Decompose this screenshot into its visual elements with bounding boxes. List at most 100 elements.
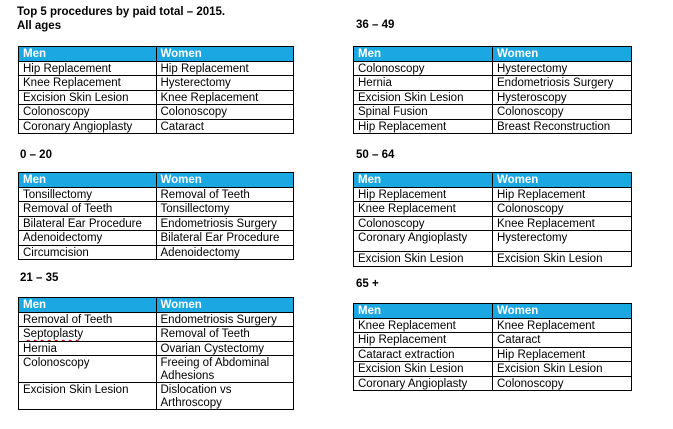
procedure-name: Excision Skin Lesion [358, 253, 464, 265]
page-title: Top 5 procedures by paid total – 2015. [17, 6, 226, 18]
age-group-label-21-35: 21 – 35 [20, 272, 59, 284]
procedure-name: Knee Replacement [497, 319, 595, 332]
procedure-name: Hip Replacement [497, 188, 586, 201]
procedure-name: Cataract [160, 120, 204, 133]
table-body: Tonsillectomy Removal of Teeth Removal of … [18, 186, 294, 260]
procedure-name: Hip Replacement [160, 62, 249, 75]
procedure-name: Hysteroscopy [497, 91, 567, 104]
procedure-name: Removal of Teeth [160, 328, 250, 340]
men-procedure-cell: Colonoscopy [353, 215, 493, 231]
table-body: Hip Replacement Hip Replacement Knee Repla… [18, 60, 294, 134]
women-procedure-cell: Knee Replacement [492, 215, 632, 231]
procedure-name: Bilateral Ear Procedure [23, 217, 142, 230]
men-procedure-cell: Removal of Teeth [18, 201, 157, 217]
procedure-name: Removal of Teeth [23, 203, 113, 215]
women-procedure-cell: Endometriosis Surgery [155, 215, 294, 231]
men-procedure-cell: Hip Replacement [353, 332, 493, 348]
men-procedure-cell: Excision Skin Lesion [353, 251, 493, 267]
procedure-name: Colonoscopy [497, 203, 564, 215]
procedure-name: Knee Replacement [358, 319, 456, 332]
women-column-header: Women [492, 303, 632, 319]
men-procedure-cell: Spinal Fusion [353, 104, 493, 120]
procedure-name: Excision Skin Lesion [358, 91, 464, 104]
women-procedure-cell: Hip Replacement [492, 186, 632, 202]
procedure-name: Coronary Angioplasty [358, 232, 468, 244]
table-row: Bilateral Ear Procedure Endometriosis Sur… [18, 215, 294, 231]
procedure-name: Hernia [23, 342, 57, 355]
procedure-name: Tonsillectomy [160, 203, 230, 215]
men-procedure-cell: Colonoscopy [353, 60, 493, 76]
men-procedure-cell: Hernia [353, 75, 493, 91]
women-procedure-cell: Adenoidectomy [155, 244, 294, 260]
table-row: Knee Replacement Hysterectomy [18, 75, 294, 91]
age-group-label-36-49: 36 – 49 [356, 19, 395, 31]
procedures-table-36-49: Men Women Colonoscopy Hysterectomy Hernia E… [353, 46, 632, 134]
women-procedure-cell: Freeing of Abdominal Adhesions [155, 355, 294, 383]
procedure-name: Septoplasty [23, 328, 84, 340]
procedure-name: Colonoscopy [497, 106, 564, 118]
procedure-name: Hernia [358, 77, 392, 89]
women-procedure-cell: Removal of Teeth [155, 326, 294, 342]
women-column-header: Women [155, 46, 294, 62]
procedure-name: Colonoscopy [358, 217, 425, 230]
women-procedure-cell: Colonoscopy [492, 375, 632, 391]
procedure-name: Spinal Fusion [358, 106, 428, 118]
table-row: Hernia Endometriosis Surgery [353, 75, 632, 91]
procedure-name: Adenoidectomy [160, 246, 240, 259]
men-column-header: Men [18, 172, 157, 188]
procedures-table-50-64: Men Women Hip Replacement Hip Replacement… [353, 172, 632, 267]
table-row: Removal of Teeth Tonsillectomy [18, 201, 294, 217]
procedure-name: Coronary Angioplasty [358, 377, 468, 390]
procedure-name: Tonsillectomy [23, 188, 93, 201]
men-procedure-cell: Tonsillectomy [18, 186, 157, 202]
women-procedure-cell: Hysterectomy [492, 230, 632, 252]
men-column-header: Men [353, 46, 493, 62]
table-row: Hip Replacement Breast Reconstruction [353, 118, 632, 134]
table-row: Removal of Teeth Endometriosis Surgery [18, 311, 294, 327]
title-block: Top 5 procedures by paid total – 2015. A… [17, 5, 225, 33]
table-row: Coronary Angioplasty Hysterectomy [353, 230, 632, 252]
table-body: Hip Replacement Hip Replacement Knee Repla… [353, 186, 632, 267]
procedure-name: Excision Skin Lesion [23, 384, 129, 396]
table-row: Hip Replacement Hip Replacement [353, 186, 632, 202]
table-row: Septoplasty Removal of Teeth [18, 326, 294, 342]
procedure-name: Knee Replacement [497, 217, 595, 230]
procedure-name: Excision Skin Lesion [358, 363, 464, 375]
header-row: Men Women [18, 297, 294, 313]
table-body: Removal of Teeth Endometriosis Surgery Sep… [18, 311, 294, 410]
women-procedure-cell: Ovarian Cystectomy [155, 340, 294, 356]
table-body: Colonoscopy Hysterectomy Hernia Endometrios… [353, 60, 632, 134]
men-procedure-cell: Hip Replacement [353, 118, 493, 134]
women-procedure-cell: Knee Replacement [492, 317, 632, 333]
women-procedure-cell: Cataract [155, 118, 294, 134]
procedure-name: Removal of Teeth [23, 313, 113, 326]
table-row: Excision Skin Lesion Knee Replacement [18, 89, 294, 105]
men-procedure-cell: Excision Skin Lesion [18, 89, 157, 105]
procedure-name: Knee Replacement [160, 91, 259, 104]
age-group-label-all-ages: All ages [17, 20, 62, 32]
men-column-header: Men [18, 297, 157, 313]
women-procedure-cell: Colonoscopy [492, 201, 632, 217]
men-procedure-cell: Knee Replacement [353, 201, 493, 217]
procedure-name: Cataract extraction [358, 348, 455, 361]
table-row: Colonoscopy Knee Replacement [353, 215, 632, 231]
men-procedure-cell: Coronary Angioplasty [18, 118, 157, 134]
women-procedure-cell: Colonoscopy [155, 104, 294, 120]
table-row: Tonsillectomy Removal of Teeth [18, 186, 294, 202]
procedure-name: Hysterectomy [497, 62, 568, 75]
women-procedure-cell: Hysteroscopy [492, 89, 632, 105]
women-procedure-cell: Tonsillectomy [155, 201, 294, 217]
women-procedure-cell: Excision Skin Lesion [492, 361, 632, 377]
procedure-name: Removal of Teeth [160, 188, 250, 201]
procedure-name: Dislocation vs Arthroscopy [160, 384, 232, 409]
men-column-header: Men [18, 46, 157, 62]
table-row: Cataract extraction Hip Replacement [353, 346, 632, 362]
men-procedure-cell: Adenoidectomy [18, 230, 157, 246]
table-row: Excision Skin Lesion Excision Skin Lesion [353, 251, 632, 267]
procedure-name: Excision Skin Lesion [497, 363, 603, 375]
procedure-name: Endometriosis Surgery [160, 313, 277, 326]
table-row: Colonoscopy Freeing of Abdominal Adhesion… [18, 355, 294, 383]
procedure-name: Hip Replacement [497, 348, 586, 361]
procedure-name: Hip Replacement [358, 188, 447, 201]
women-procedure-cell: Excision Skin Lesion [492, 251, 632, 267]
